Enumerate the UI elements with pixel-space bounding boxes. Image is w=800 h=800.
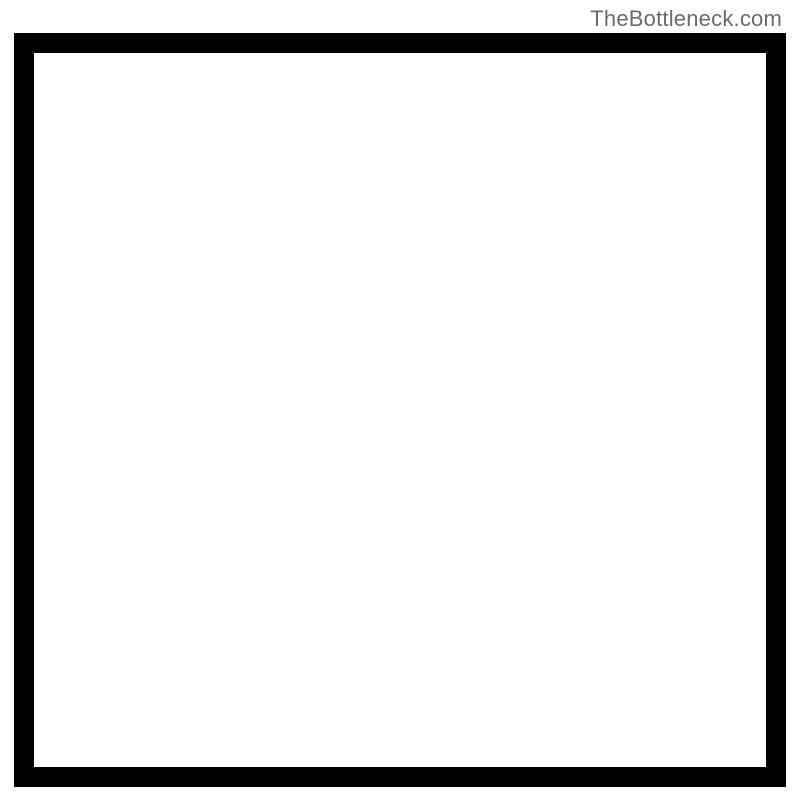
frame-right bbox=[766, 33, 786, 787]
frame-top bbox=[14, 33, 786, 53]
frame-bottom bbox=[14, 767, 786, 787]
watermark-text: TheBottleneck.com bbox=[590, 6, 782, 32]
frame-left bbox=[14, 33, 34, 787]
plot-area bbox=[34, 53, 766, 767]
crosshair-overlay bbox=[34, 53, 334, 203]
bottleneck-heatmap-card: TheBottleneck.com bbox=[0, 0, 800, 800]
